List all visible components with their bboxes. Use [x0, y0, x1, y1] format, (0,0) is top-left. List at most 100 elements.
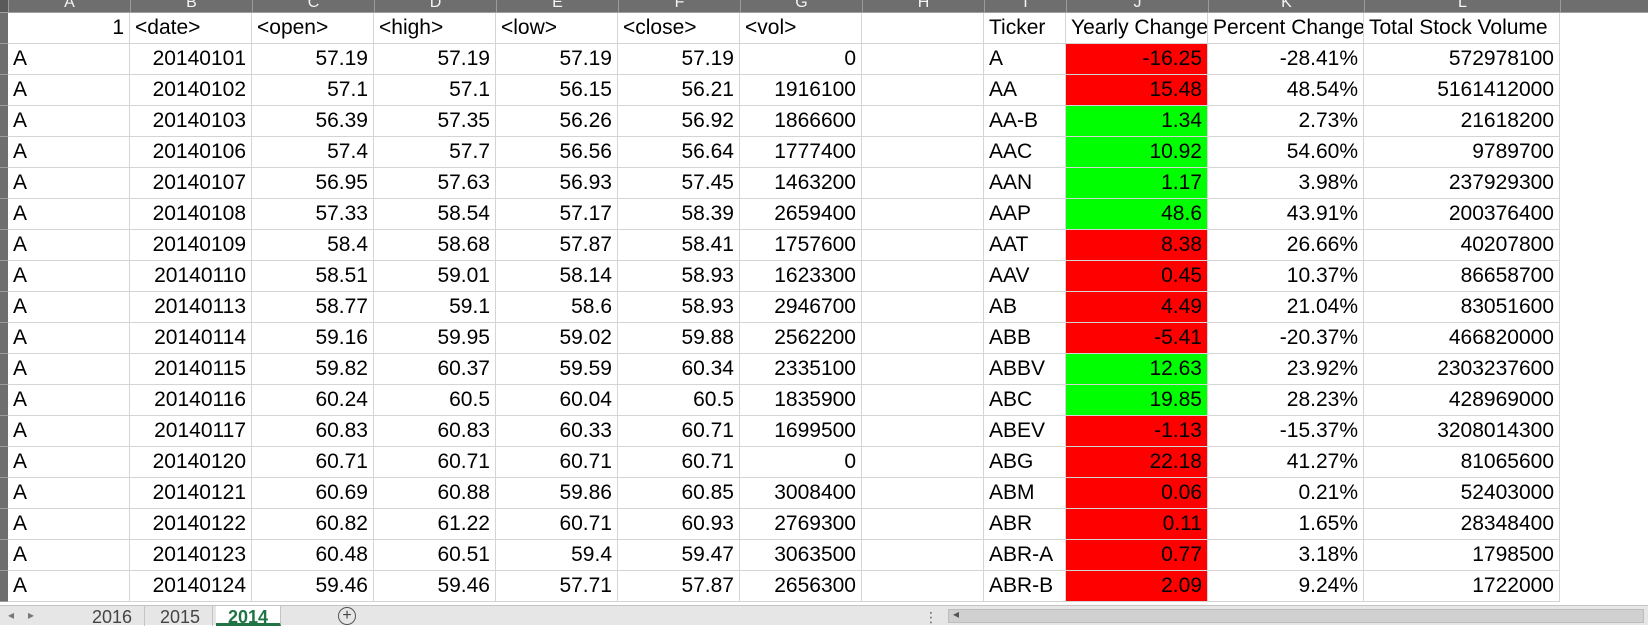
cell-g[interactable]: 3063500 [740, 540, 862, 571]
cell-h[interactable] [862, 106, 984, 137]
cell-d[interactable]: <high> [374, 13, 496, 44]
cell-d[interactable]: 59.1 [374, 292, 496, 323]
cell-c[interactable]: 57.1 [252, 75, 374, 106]
cell-k[interactable]: 3.18% [1208, 540, 1364, 571]
cell-e[interactable]: 57.17 [496, 199, 618, 230]
cell-l[interactable]: 5161412000 [1364, 75, 1560, 106]
cell-a[interactable]: A [8, 261, 130, 292]
cell-j[interactable]: 0.11 [1066, 509, 1208, 540]
cell-k[interactable]: 9.24% [1208, 571, 1364, 602]
cell-b[interactable]: 20140107 [130, 168, 252, 199]
cell-c[interactable]: 59.82 [252, 354, 374, 385]
cell-c[interactable]: 60.83 [252, 416, 374, 447]
cell-i[interactable]: AAT [984, 230, 1066, 261]
cell-a[interactable]: A [8, 447, 130, 478]
row-header[interactable] [0, 230, 8, 261]
cell-k[interactable]: 48.54% [1208, 75, 1364, 106]
cell-f[interactable]: 56.92 [618, 106, 740, 137]
cell-k[interactable]: Percent Change [1208, 13, 1364, 44]
cell-d[interactable]: 59.01 [374, 261, 496, 292]
cell-h[interactable] [862, 137, 984, 168]
cell-d[interactable]: 58.68 [374, 230, 496, 261]
cell-c[interactable]: 59.16 [252, 323, 374, 354]
cell-g[interactable]: 1866600 [740, 106, 862, 137]
cell-a[interactable]: A [8, 323, 130, 354]
cell-b[interactable]: 20140109 [130, 230, 252, 261]
cell-c[interactable]: 58.77 [252, 292, 374, 323]
cell-c[interactable]: 57.4 [252, 137, 374, 168]
row-header[interactable] [0, 416, 8, 447]
cell-f[interactable]: 60.71 [618, 416, 740, 447]
cell-j[interactable]: 0.06 [1066, 478, 1208, 509]
column-header-i[interactable]: I [985, 0, 1067, 12]
cell-d[interactable]: 60.88 [374, 478, 496, 509]
cell-g[interactable]: 2946700 [740, 292, 862, 323]
cell-a[interactable]: A [8, 44, 130, 75]
cell-l[interactable]: 428969000 [1364, 385, 1560, 416]
cell-a[interactable]: A [8, 292, 130, 323]
cell-a[interactable]: A [8, 354, 130, 385]
cell-d[interactable]: 60.71 [374, 447, 496, 478]
cell-d[interactable]: 57.1 [374, 75, 496, 106]
cell-a[interactable]: A [8, 571, 130, 602]
cell-e[interactable]: 57.87 [496, 230, 618, 261]
cell-k[interactable]: 10.37% [1208, 261, 1364, 292]
right-arrow-icon[interactable]: ▸ [28, 608, 35, 622]
cell-i[interactable]: A [984, 44, 1066, 75]
cell-a[interactable]: A [8, 230, 130, 261]
row-header[interactable] [0, 478, 8, 509]
cell-k[interactable]: 2.73% [1208, 106, 1364, 137]
cell-d[interactable]: 57.7 [374, 137, 496, 168]
cell-b[interactable]: 20140115 [130, 354, 252, 385]
cell-h[interactable] [862, 354, 984, 385]
column-header-a[interactable]: A [9, 0, 131, 12]
cell-b[interactable]: 20140113 [130, 292, 252, 323]
cell-h[interactable] [862, 292, 984, 323]
cell-k[interactable]: 26.66% [1208, 230, 1364, 261]
cell-i[interactable]: AAP [984, 199, 1066, 230]
cell-i[interactable]: AAV [984, 261, 1066, 292]
cell-j[interactable]: 8.38 [1066, 230, 1208, 261]
cell-h[interactable] [862, 168, 984, 199]
cell-a[interactable]: A [8, 509, 130, 540]
cell-i[interactable]: ABC [984, 385, 1066, 416]
row-header[interactable] [0, 199, 8, 230]
cell-i[interactable]: ABBV [984, 354, 1066, 385]
cell-f[interactable]: 60.93 [618, 509, 740, 540]
cell-i[interactable]: ABR-A [984, 540, 1066, 571]
cell-g[interactable]: 2562200 [740, 323, 862, 354]
cell-f[interactable]: 59.47 [618, 540, 740, 571]
row-header[interactable] [0, 292, 8, 323]
cell-c[interactable]: 60.82 [252, 509, 374, 540]
row-header[interactable] [0, 509, 8, 540]
cell-l[interactable]: 28348400 [1364, 509, 1560, 540]
cell-g[interactable]: 3008400 [740, 478, 862, 509]
cell-l[interactable]: 237929300 [1364, 168, 1560, 199]
cell-h[interactable] [862, 261, 984, 292]
column-header-l[interactable]: L [1365, 0, 1561, 12]
cell-e[interactable]: 59.59 [496, 354, 618, 385]
column-header-e[interactable]: E [497, 0, 619, 12]
cell-a[interactable]: A [8, 540, 130, 571]
cell-b[interactable]: <date> [130, 13, 252, 44]
cell-h[interactable] [862, 230, 984, 261]
cell-b[interactable]: 20140116 [130, 385, 252, 416]
cell-a[interactable]: A [8, 106, 130, 137]
cell-g[interactable]: <vol> [740, 13, 862, 44]
cell-g[interactable]: 1699500 [740, 416, 862, 447]
cell-b[interactable]: 20140122 [130, 509, 252, 540]
cell-f[interactable]: 58.93 [618, 292, 740, 323]
cell-c[interactable]: 57.19 [252, 44, 374, 75]
cell-k[interactable]: 43.91% [1208, 199, 1364, 230]
tab-2014[interactable]: 2014 [216, 606, 282, 627]
horizontal-scrollbar[interactable]: ◂ [948, 607, 1644, 623]
cell-j[interactable]: Yearly Change [1066, 13, 1208, 44]
cell-a[interactable]: A [8, 416, 130, 447]
cell-l[interactable]: 86658700 [1364, 261, 1560, 292]
cell-e[interactable]: 58.6 [496, 292, 618, 323]
cell-j[interactable]: 48.6 [1066, 199, 1208, 230]
cell-b[interactable]: 20140120 [130, 447, 252, 478]
cell-c[interactable]: 60.24 [252, 385, 374, 416]
cell-e[interactable]: <low> [496, 13, 618, 44]
cell-b[interactable]: 20140121 [130, 478, 252, 509]
